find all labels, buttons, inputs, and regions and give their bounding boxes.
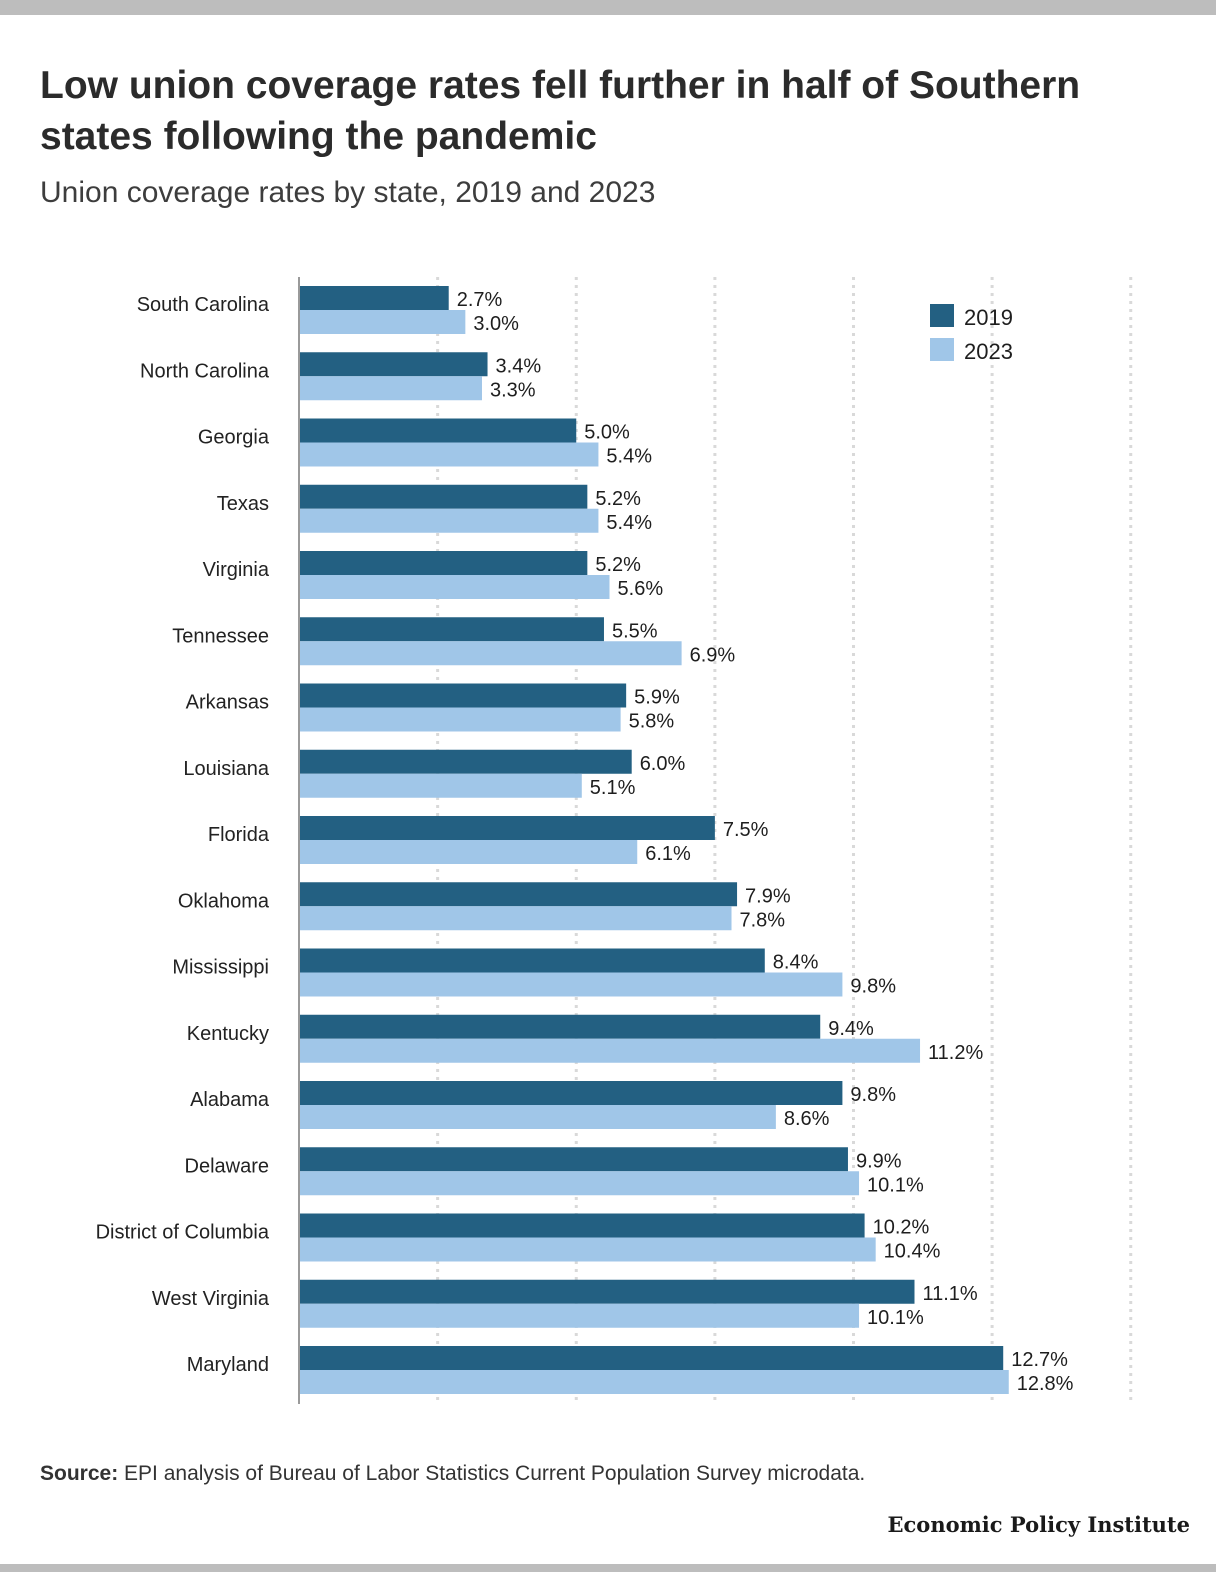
data-label-2023: 9.8% [850,976,896,998]
category-label: South Carolina [137,294,270,316]
bar-2019 [299,1279,915,1304]
category-label: Maryland [187,1354,269,1376]
bar-2019 [299,749,632,774]
category-label: Mississippi [172,957,269,979]
bar-2019 [299,1081,843,1105]
data-label-2023: 7.8% [740,909,786,931]
data-label-2019: 5.5% [612,620,658,642]
category-label: Florida [208,824,270,846]
data-label-2023: 5.1% [590,777,636,799]
bar-chart: South Carolina 2.7%3.0% North Carolina 3.4%… [96,277,1133,1404]
category-label: Arkansas [186,692,269,714]
data-label-2023: 8.6% [784,1108,830,1130]
bar-2023 [299,641,682,666]
data-label-2019: 9.8% [850,1084,896,1106]
bar-2023 [299,1303,860,1328]
source-text: EPI analysis of Bureau of Labor Statisti… [118,1462,866,1485]
bar-2023 [299,906,732,931]
category-label: Tennessee [172,625,269,647]
data-label-2019: 2.7% [457,289,503,311]
data-label-2019: 10.2% [873,1217,930,1239]
category-label: Oklahoma [178,890,270,912]
bar-2019 [299,617,604,642]
data-label-2023: 6.1% [645,843,691,865]
data-label-2023: 12.8% [1017,1373,1074,1395]
data-label-2019: 5.0% [584,422,630,444]
top-border [0,0,1216,15]
data-label-2023: 5.4% [606,512,652,534]
data-label-2023: 10.1% [867,1307,924,1329]
category-label: Virginia [203,559,270,581]
data-label-2023: 5.4% [606,446,652,468]
data-label-2019: 6.0% [640,753,686,775]
data-label-2019: 9.9% [856,1150,902,1172]
bar-2019 [299,1346,1004,1370]
data-label-2023: 3.0% [473,313,519,335]
data-label-2019: 5.9% [634,687,680,709]
data-label-2019: 12.7% [1011,1349,1068,1371]
legend-label-2019: 2019 [964,305,1013,330]
bar-2019 [299,352,488,377]
brand-logo: Economic Policy Institute [887,1512,1190,1537]
category-label: Texas [217,493,269,515]
data-label-2023: 11.2% [928,1042,983,1064]
data-label-2019: 11.1% [922,1283,977,1305]
category-label: District of Columbia [96,1222,270,1244]
source-label: Source: [40,1462,119,1485]
bar-2023 [299,707,621,732]
bar-2023 [299,1171,860,1196]
legend-label-2023: 2023 [964,339,1013,364]
category-label: Georgia [198,427,270,449]
legend-swatch-2023 [930,338,954,361]
bar-2019 [299,551,588,575]
bar-2023 [299,310,466,334]
bar-2019 [299,948,765,973]
data-label-2023: 6.9% [690,644,736,666]
bar-2019 [299,816,715,840]
data-label-2019: 3.4% [496,355,542,377]
bar-2019 [299,1014,821,1039]
category-label: Kentucky [187,1023,269,1045]
bottom-border [0,1564,1216,1572]
bar-2023 [299,442,599,467]
category-label: West Virginia [152,1288,270,1310]
data-label-2019: 5.2% [595,488,641,510]
data-label-2019: 7.9% [745,885,791,907]
bar-2023 [299,1038,921,1063]
bar-2023 [299,972,843,997]
category-label: Delaware [185,1155,269,1177]
bar-2019 [299,1147,848,1172]
data-label-2023: 10.1% [867,1174,924,1196]
data-label-2019: 7.5% [723,819,769,841]
bar-2023 [299,1237,876,1262]
bar-2019 [299,882,738,907]
chart-title: Low union coverage rates fell further in… [40,64,1081,158]
bar-2023 [299,1105,776,1129]
category-label: Louisiana [183,758,270,780]
data-label-2019: 8.4% [773,952,819,974]
bar-2019 [299,418,577,443]
category-label: North Carolina [140,360,270,382]
bar-2023 [299,840,638,864]
bar-2023 [299,376,482,401]
bar-2019 [299,286,449,310]
bar-2023 [299,575,610,599]
data-label-2023: 5.6% [618,578,664,600]
bar-2019 [299,683,627,708]
legend-swatch-2019 [930,304,954,327]
bar-2023 [299,508,599,533]
bar-2019 [299,484,588,509]
data-label-2019: 5.2% [595,554,641,576]
bar-2019 [299,1213,865,1238]
data-label-2019: 9.4% [828,1018,874,1040]
data-label-2023: 10.4% [884,1241,941,1263]
data-label-2023: 5.8% [629,711,675,733]
category-label: Alabama [190,1089,270,1111]
bar-2023 [299,773,582,798]
data-label-2023: 3.3% [490,379,536,401]
bar-2023 [299,1370,1009,1394]
source-note: Source: EPI analysis of Bureau of Labor … [40,1462,865,1486]
chart-subtitle: Union coverage rates by state, 2019 and … [40,176,656,209]
